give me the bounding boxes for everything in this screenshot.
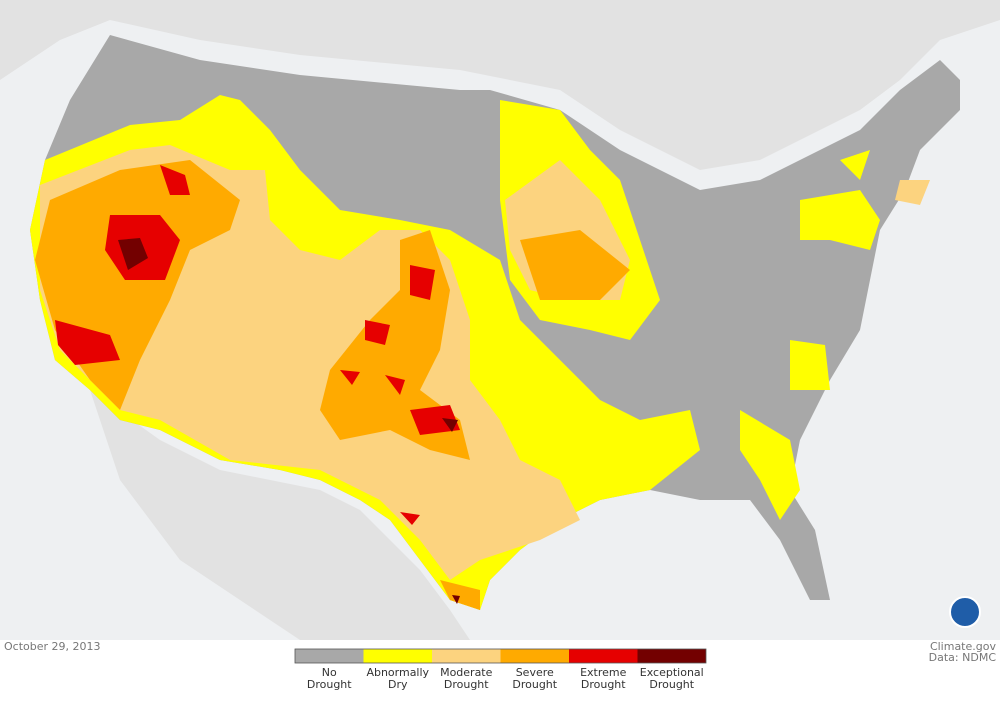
legend-label: Drought bbox=[307, 678, 352, 691]
legend-label: Drought bbox=[581, 678, 626, 691]
legend-label: Drought bbox=[649, 678, 694, 691]
area-extreme bbox=[55, 165, 460, 525]
legend-label: Drought bbox=[512, 678, 557, 691]
legend-label: Drought bbox=[444, 678, 489, 691]
canada bbox=[0, 0, 1000, 170]
legend-label: No bbox=[322, 666, 337, 679]
legend-label: Severe bbox=[516, 666, 554, 679]
legend-swatch bbox=[569, 649, 638, 663]
area-severe bbox=[320, 230, 630, 610]
legend-swatch bbox=[363, 649, 432, 663]
mexico bbox=[90, 390, 470, 640]
drought-map bbox=[30, 35, 960, 610]
legend-swatch bbox=[637, 649, 706, 663]
noaa-logo bbox=[949, 596, 981, 628]
legend-swatch bbox=[432, 649, 501, 663]
data-source: Data: NDMC bbox=[929, 651, 997, 664]
legend-border bbox=[294, 648, 707, 664]
legend: NoDroughtAbnormallyDryModerateDroughtSev… bbox=[294, 648, 707, 691]
legend-swatch bbox=[500, 649, 569, 663]
legend-label: Exceptional bbox=[640, 666, 704, 679]
legend-label: Moderate bbox=[440, 666, 493, 679]
date: October 29, 2013 bbox=[4, 640, 101, 653]
source: Climate.gov bbox=[930, 640, 997, 653]
area-dry bbox=[740, 150, 880, 520]
legend-label: Abnormally bbox=[366, 666, 429, 679]
legend-label: Dry bbox=[388, 678, 408, 691]
legend-label: Extreme bbox=[580, 666, 627, 679]
legend-swatch bbox=[295, 649, 364, 663]
